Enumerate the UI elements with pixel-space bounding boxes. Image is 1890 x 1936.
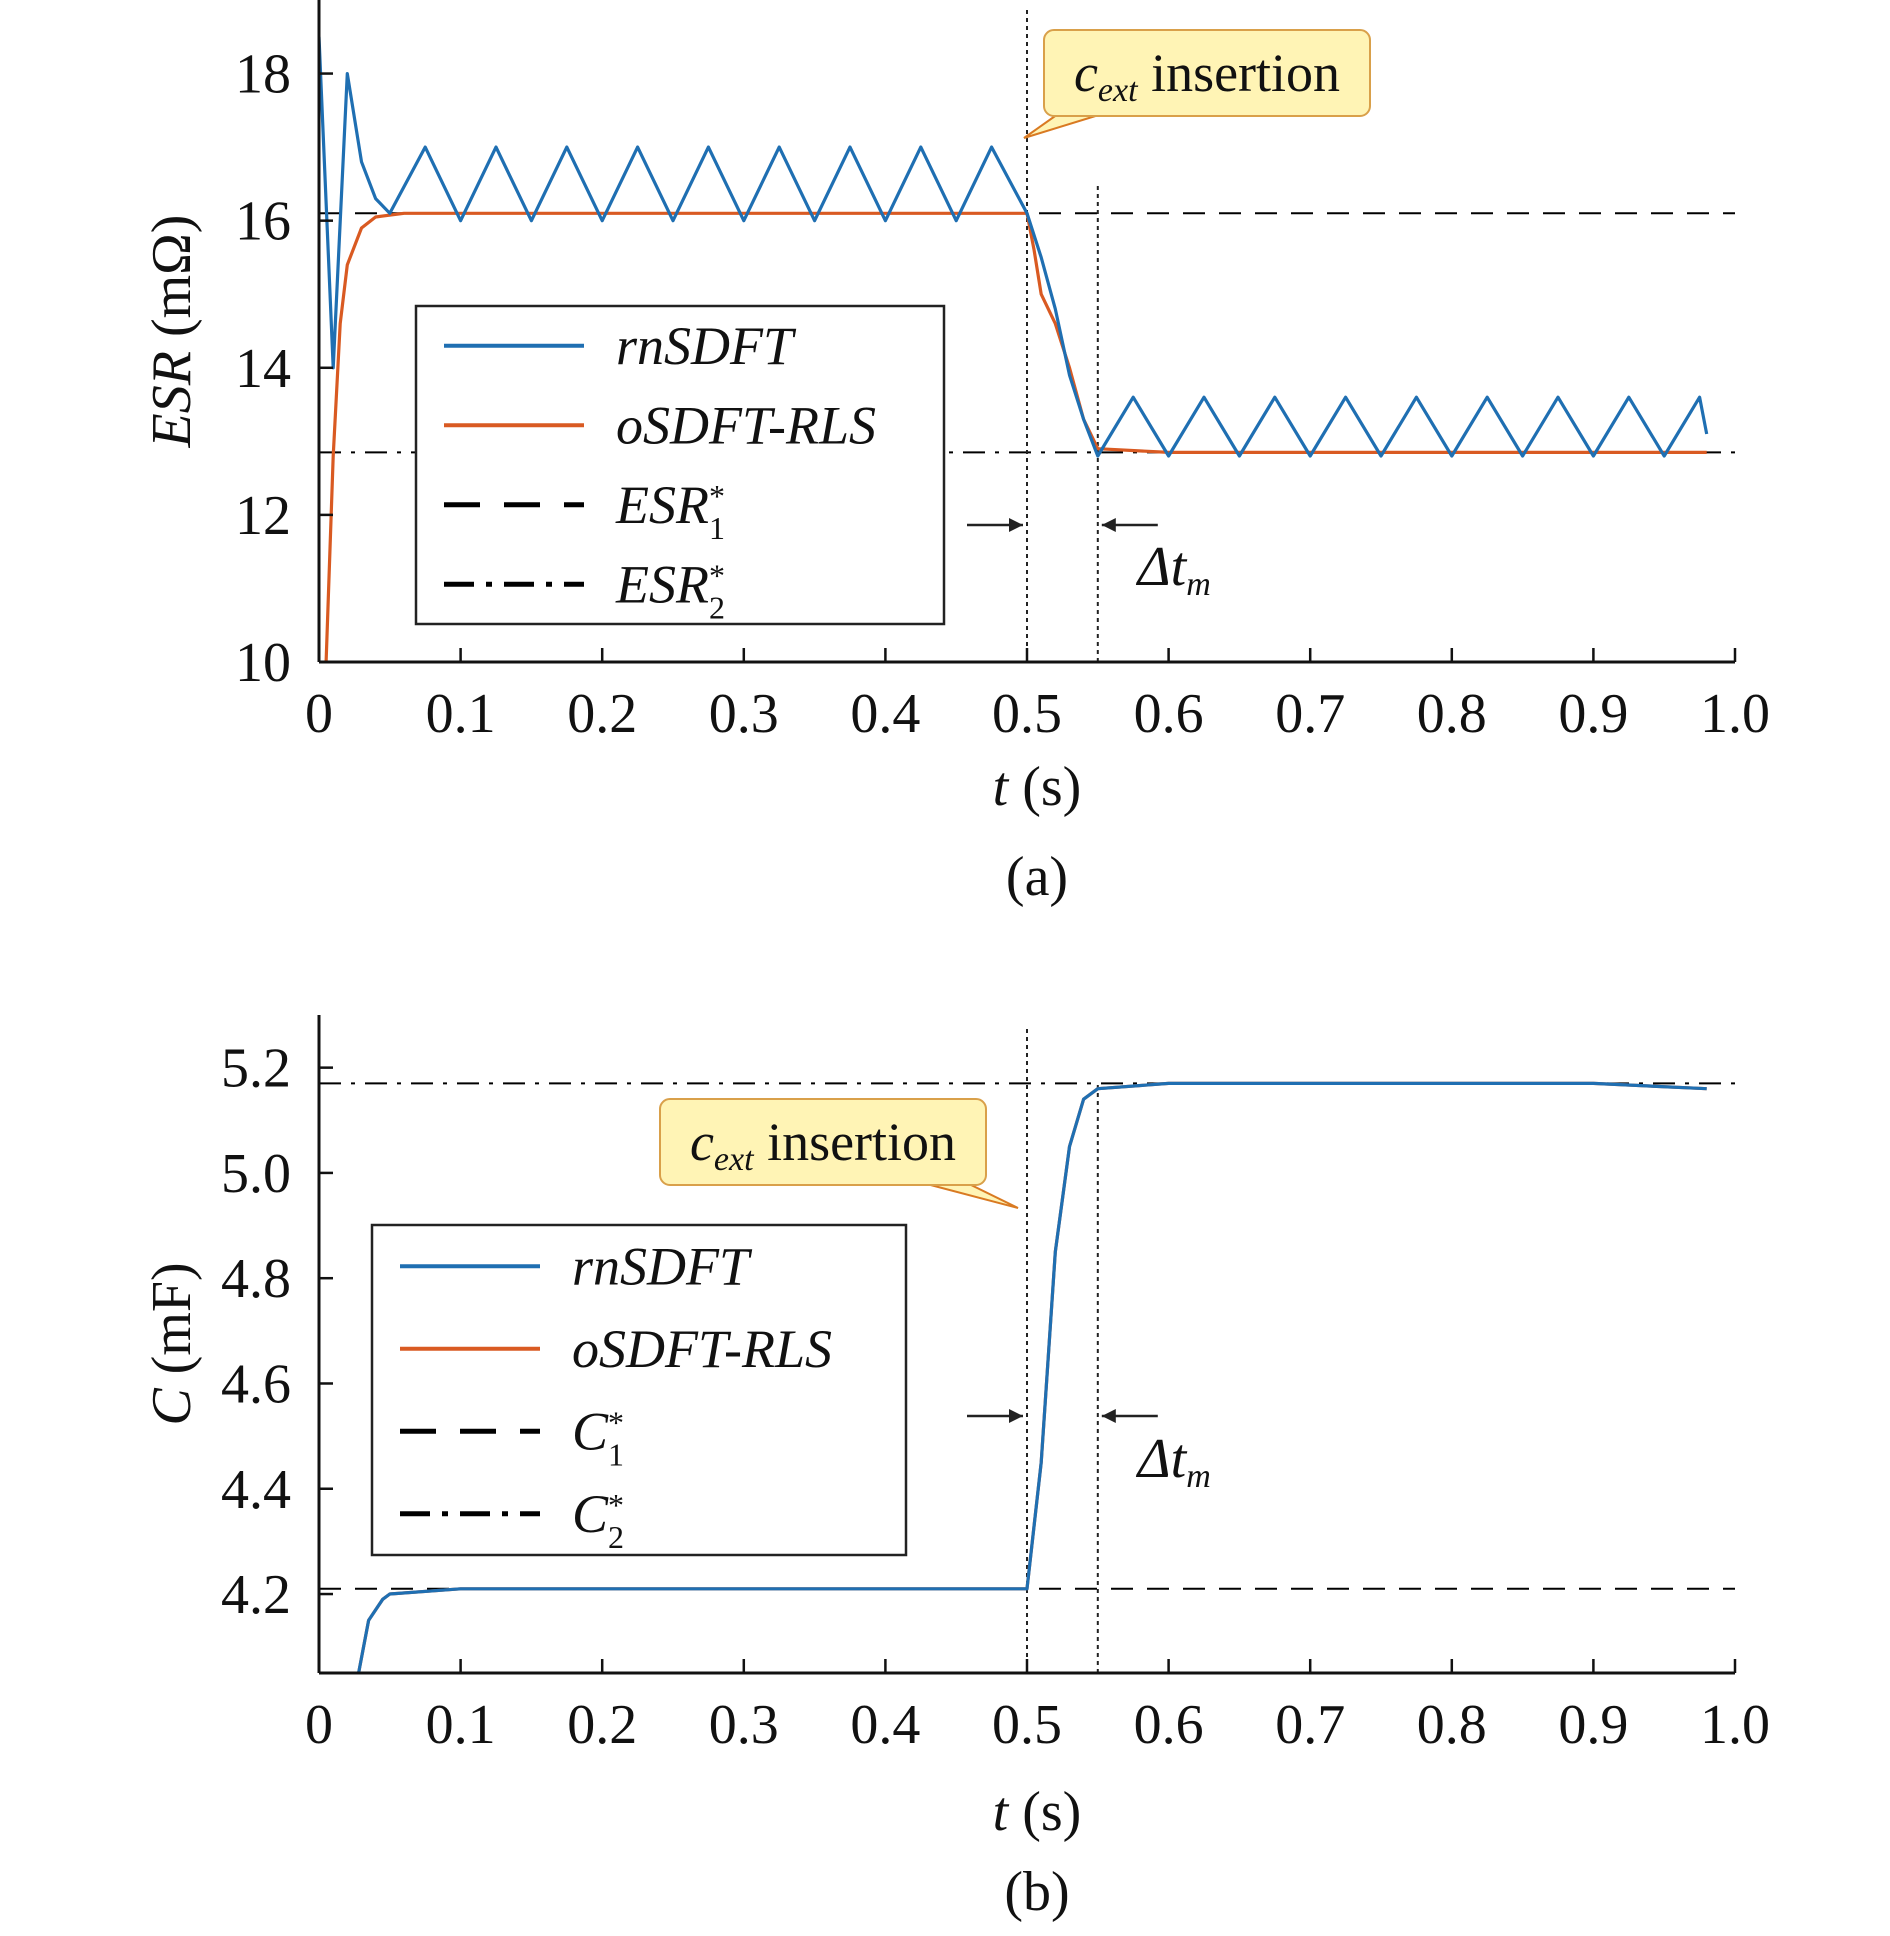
legend-label: oSDFT-RLS (616, 395, 876, 455)
y-axis-title: ESR (mΩ) (141, 215, 203, 449)
x-tick-label: 0.9 (1558, 683, 1628, 745)
delta-arrowhead-left (1009, 1409, 1023, 1423)
y-axis-title: C (mF) (141, 1262, 203, 1425)
legend-label: ESR* 1 (615, 475, 725, 546)
x-tick-label: 0.6 (1134, 1694, 1204, 1756)
legend-label: ESR* 2 (615, 554, 725, 625)
x-tick-label: 0.5 (992, 1694, 1062, 1756)
y-tick-label: 5.2 (221, 1038, 291, 1100)
y-tick-label: 4.2 (221, 1564, 291, 1626)
x-tick-label: 0.5 (992, 683, 1062, 745)
series-line-rnsdft (357, 1081, 1707, 1674)
callout-label: cext insertion (690, 1112, 956, 1178)
panel-label: (a) (1006, 846, 1068, 908)
x-tick-label: 0.4 (850, 683, 920, 745)
panel-a: 0 0.1 0.2 0.3 0.4 0.5 0.6 0.7 0.8 0.9 1.0 10 12 14 16 1… (141, 0, 1770, 908)
legend-label: rnSDFT (616, 316, 797, 376)
x-tick-label: 1.0 (1700, 1694, 1770, 1756)
panel-b: 0 0.1 0.2 0.3 0.4 0.5 0.6 0.7 0.8 0.9 1.0 4.2 4.4 4.6… (141, 1015, 1770, 1923)
x-axis-title: t (s) (993, 1781, 1082, 1843)
y-tick-label: 4.8 (221, 1248, 291, 1310)
series-line-rnsdft (319, 36, 1709, 458)
x-tick-label: 0.8 (1417, 683, 1487, 745)
legend-label: C* 1 (572, 1401, 624, 1472)
x-tick-label: 0.9 (1558, 1694, 1628, 1756)
y-tick-label: 4.4 (221, 1459, 291, 1521)
x-tick-label: 0.3 (709, 683, 779, 745)
delta-t-label: Δtm (1136, 1428, 1211, 1495)
y-tick-label: 16 (235, 191, 291, 253)
x-tick-label: 0.4 (850, 1694, 920, 1756)
callout-pointer (1023, 113, 1103, 139)
y-tick-label: 5.0 (221, 1143, 291, 1205)
legend-label: oSDFT-RLS (572, 1319, 832, 1379)
x-tick-label: 0.2 (567, 1694, 637, 1756)
callout-label: cext insertion (1074, 43, 1340, 109)
x-axis-title: t (s) (993, 756, 1082, 818)
x-tick-label: 0.1 (426, 683, 496, 745)
y-tick-label: 18 (235, 44, 291, 106)
x-tick-label: 0.8 (1417, 1694, 1487, 1756)
callout-pointer (922, 1182, 1019, 1209)
x-tick-label: 0 (305, 1694, 333, 1756)
y-tick-label: 12 (235, 485, 291, 547)
x-tick-label: 0.7 (1275, 683, 1345, 745)
x-tick-label: 0 (305, 683, 333, 745)
callout-box (1043, 29, 1371, 117)
y-tick-label: 4.6 (221, 1353, 291, 1415)
legend-box (370, 1223, 908, 1557)
x-tick-label: 0.2 (567, 683, 637, 745)
y-tick-label: 10 (235, 632, 291, 694)
legend-label: rnSDFT (572, 1236, 753, 1296)
x-tick-label: 0.1 (426, 1694, 496, 1756)
x-tick-label: 0.6 (1134, 683, 1204, 745)
x-tick-label: 1.0 (1700, 683, 1770, 745)
delta-arrowhead-right (1101, 1409, 1116, 1423)
x-tick-label: 0.7 (1275, 1694, 1345, 1756)
legend-box (414, 304, 946, 626)
delta-arrowhead-right (1101, 518, 1116, 532)
x-tick-label: 0.3 (709, 1694, 779, 1756)
legend-label: C* 2 (572, 1484, 624, 1555)
delta-arrowhead-left (1009, 518, 1023, 532)
y-tick-label: 14 (235, 338, 291, 400)
delta-t-label: Δtm (1136, 536, 1211, 603)
panel-label: (b) (1004, 1861, 1069, 1923)
callout-box (659, 1098, 987, 1186)
